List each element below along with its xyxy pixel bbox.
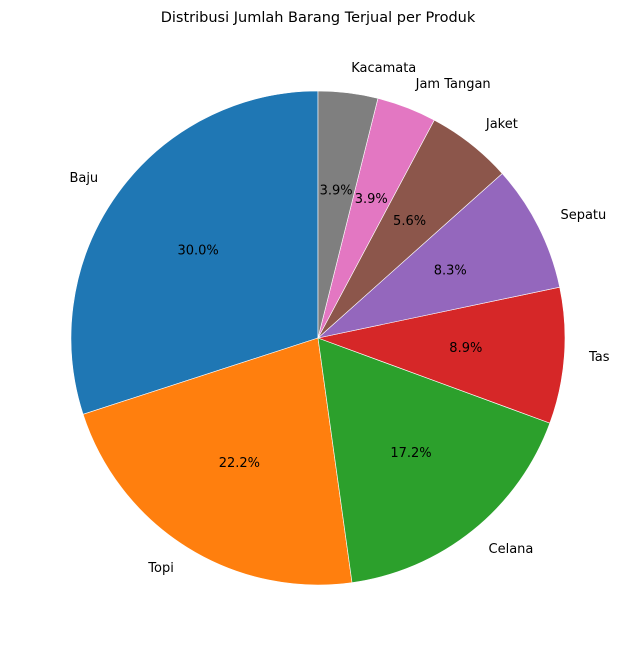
percent-label-baju: 30.0%: [177, 243, 218, 258]
slice-label-sepatu: Sepatu: [560, 208, 606, 223]
pie-slice-baju: [70, 90, 319, 415]
slice-label-topi: Topi: [147, 561, 174, 576]
chart-title: Distribusi Jumlah Barang Terjual per Pro…: [161, 10, 476, 26]
pie-slice-topi: [82, 337, 353, 586]
pie-slices: [70, 90, 566, 586]
percent-label-jam-tangan: 3.9%: [355, 192, 388, 207]
slice-label-baju: Baju: [69, 171, 98, 186]
percent-label-topi: 22.2%: [219, 456, 260, 471]
slice-label-kacamata: Kacamata: [351, 61, 416, 76]
slice-label-celana: Celana: [489, 542, 534, 557]
pie-slice-celana: [317, 337, 551, 583]
percent-labels: 30.0% 22.2% 17.2% 8.9% 8.3% 5.6% 3.9%3.9%: [177, 183, 482, 471]
slice-label-tas: Tas: [588, 350, 610, 365]
percent-label-kacamata: 3.9%: [320, 183, 353, 198]
percent-label-sepatu: 8.3%: [434, 264, 467, 279]
slice-labels: Baju Topi Celana Tas Sepatu Jaket Jam TanganKa…: [69, 61, 609, 576]
slice-label-jaket: Jaket: [485, 117, 518, 132]
percent-label-jaket: 5.6%: [393, 214, 426, 229]
pie-slice-sepatu: [316, 173, 561, 339]
pie-slice-kacamata: [317, 90, 379, 339]
slice-label-jam-tangan: Jam Tangan: [415, 77, 491, 92]
percent-label-tas: 8.9%: [449, 341, 482, 356]
percent-label-celana: 17.2%: [390, 446, 431, 461]
pie-slice-tas: [316, 286, 566, 424]
